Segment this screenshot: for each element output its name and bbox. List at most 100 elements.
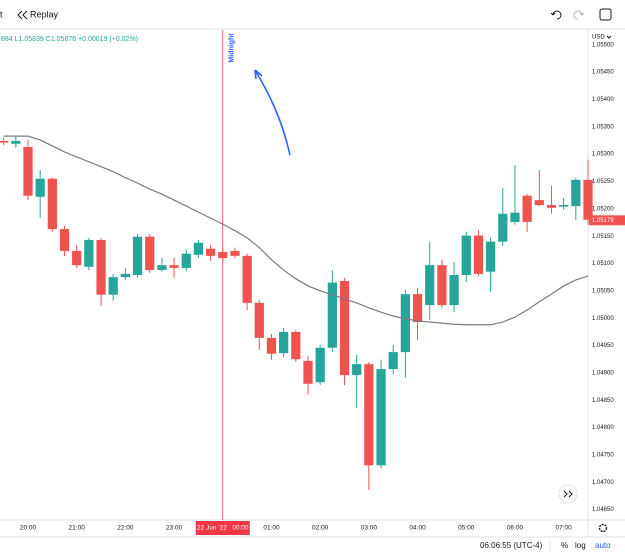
plot bbox=[0, 30, 593, 520]
y-tick-label: 1.05200 bbox=[592, 206, 614, 212]
candle-body bbox=[339, 281, 350, 376]
candle-body bbox=[473, 235, 484, 274]
percent-toggle[interactable]: % bbox=[561, 541, 568, 550]
candle-body bbox=[388, 352, 398, 370]
candle-body bbox=[120, 273, 131, 278]
y-tick-label: 1.05250 bbox=[592, 179, 614, 185]
candle-body bbox=[559, 205, 569, 207]
candle-body bbox=[254, 302, 264, 338]
x-tick-highlight bbox=[195, 521, 250, 535]
candle-body bbox=[510, 212, 520, 222]
candle-body bbox=[315, 347, 325, 383]
candle-body bbox=[205, 248, 216, 256]
candle-body bbox=[72, 250, 82, 266]
candle-body bbox=[583, 179, 593, 220]
y-tick-label: 1.05050 bbox=[592, 288, 614, 294]
candle-body bbox=[279, 331, 289, 354]
candle-body bbox=[169, 265, 179, 268]
x-tick-label: 01:00 bbox=[263, 525, 280, 532]
annotation-text: Midnight bbox=[229, 33, 236, 63]
ohlc-legend: 884 L1.05839 C1.05876 +0.00019 (+0.02%) bbox=[1, 36, 138, 43]
y-tick-label: 1.04800 bbox=[592, 425, 614, 431]
y-tick-label: 1.05500 bbox=[592, 42, 614, 48]
x-tick-label: 21:00 bbox=[69, 525, 86, 532]
candle-body bbox=[108, 277, 118, 295]
x-tick-label: 20:00 bbox=[20, 525, 37, 532]
auto-toggle[interactable]: auto bbox=[595, 541, 611, 550]
candle-body bbox=[59, 229, 70, 251]
candle-body bbox=[485, 241, 496, 272]
replay-icon[interactable] bbox=[17, 10, 28, 20]
candle-body bbox=[546, 205, 557, 208]
candle-body bbox=[303, 360, 313, 384]
x-tick-label: 05:00 bbox=[458, 525, 475, 532]
candle-body bbox=[522, 195, 532, 222]
y-tick-label: 1.04900 bbox=[592, 370, 614, 376]
candle-body bbox=[571, 179, 581, 207]
y-tick-label: 1.04650 bbox=[592, 507, 614, 513]
y-tick-label: 1.05300 bbox=[592, 152, 614, 158]
currency-label[interactable]: USD bbox=[592, 35, 605, 41]
y-tick-label: 1.05450 bbox=[592, 70, 614, 76]
candle-body bbox=[352, 364, 362, 376]
candle-body bbox=[47, 178, 57, 230]
candle-body bbox=[461, 235, 471, 275]
x-tick-label: 03:00 bbox=[361, 525, 378, 532]
candle-body bbox=[132, 236, 143, 275]
y-tick-label: 1.04750 bbox=[592, 453, 614, 459]
candle-body bbox=[181, 253, 191, 268]
y-tick-label: 1.05100 bbox=[592, 261, 614, 267]
candle-body bbox=[96, 240, 106, 295]
replay-button[interactable]: Replay bbox=[30, 9, 59, 19]
candle-body bbox=[11, 141, 21, 144]
candle-body bbox=[449, 275, 459, 306]
candle-body bbox=[0, 141, 9, 143]
x-tick-label: 22:00 bbox=[117, 525, 134, 532]
y-tick-label: 1.05400 bbox=[592, 97, 614, 103]
toolbar-fragment: t bbox=[0, 9, 3, 19]
candle-body bbox=[242, 255, 252, 303]
redo-button[interactable] bbox=[573, 10, 585, 20]
candle-body bbox=[23, 147, 33, 196]
settings-button[interactable] bbox=[598, 523, 608, 533]
candle-body bbox=[400, 294, 411, 353]
candle-body bbox=[412, 294, 423, 323]
fullscreen-button[interactable] bbox=[599, 8, 612, 21]
candle-body bbox=[534, 200, 544, 205]
candle-body bbox=[157, 265, 167, 271]
candle-body bbox=[84, 240, 94, 267]
candle-body bbox=[291, 331, 301, 360]
y-tick-label: 1.05350 bbox=[592, 124, 614, 130]
candle-body bbox=[327, 282, 337, 348]
candle-body bbox=[376, 369, 386, 466]
candle-body bbox=[35, 178, 45, 197]
candle-body bbox=[266, 337, 277, 354]
y-tick-label: 1.04850 bbox=[592, 398, 614, 404]
y-tick-label: 1.04700 bbox=[592, 480, 614, 486]
last-price-label: 1.05179 bbox=[592, 218, 614, 224]
y-tick-label: 1.04950 bbox=[592, 343, 614, 349]
x-tick-label: 23:00 bbox=[166, 525, 183, 532]
arrow-drawing bbox=[254, 69, 291, 156]
x-tick-label: 06:00 bbox=[507, 525, 524, 532]
clock: 06:06:55 (UTC-4) bbox=[480, 541, 543, 550]
scroll-icon[interactable] bbox=[563, 490, 573, 498]
scroll-to-latest-button[interactable] bbox=[558, 484, 578, 504]
candle-body bbox=[193, 242, 204, 255]
currency-dropdown[interactable] bbox=[606, 35, 612, 39]
undo-button[interactable] bbox=[550, 10, 562, 20]
candle-body bbox=[145, 236, 155, 271]
x-tick-label: 07:00 bbox=[556, 525, 573, 532]
candle-body bbox=[437, 265, 447, 306]
y-tick-label: 1.05150 bbox=[592, 234, 614, 240]
x-tick-label: 04:00 bbox=[409, 525, 426, 532]
candle-body bbox=[230, 250, 240, 256]
candle-body bbox=[364, 364, 374, 466]
candle-body bbox=[498, 213, 508, 242]
log-toggle[interactable]: log bbox=[575, 541, 586, 550]
x-tick-label: 22 Jun '22 00:00 bbox=[197, 525, 249, 532]
candle-body bbox=[425, 265, 435, 306]
last-price-box bbox=[589, 215, 625, 226]
